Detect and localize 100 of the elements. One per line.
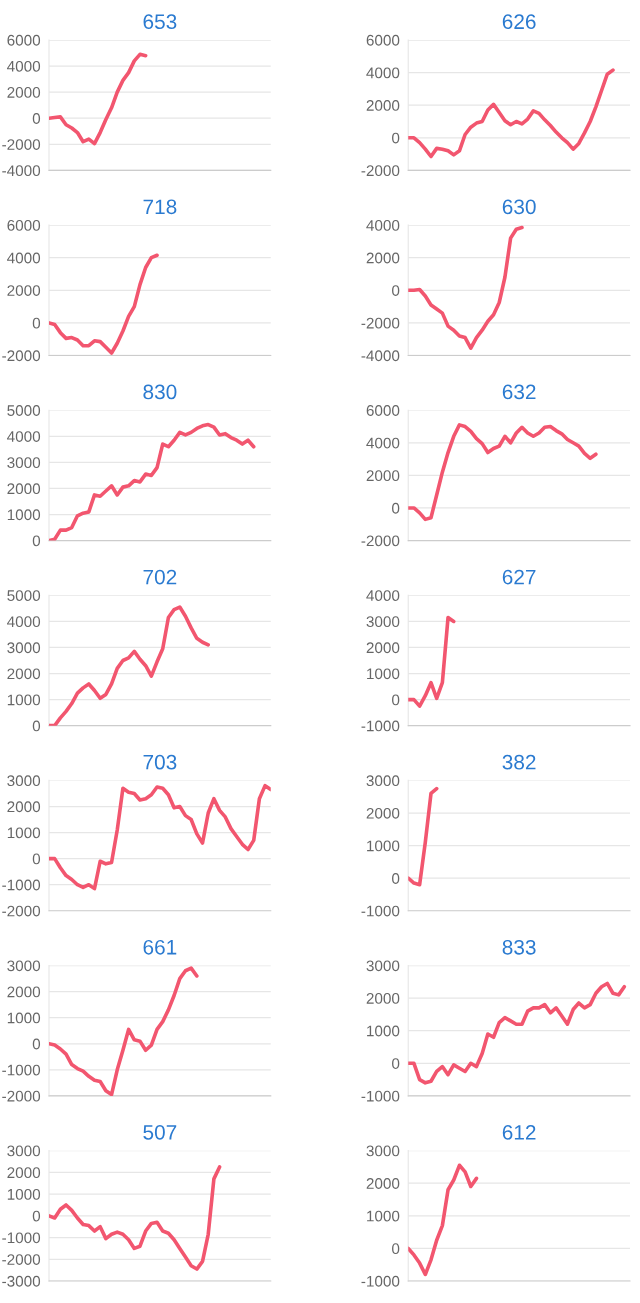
y-tick-label: -3000 (2, 1275, 41, 1287)
chart-title: 702 (143, 569, 177, 585)
y-tick-label: 4000 (7, 60, 41, 72)
y-tick-label: 2000 (7, 668, 41, 680)
y-tick-label: 0 (392, 132, 400, 144)
y-tick-label: 3000 (366, 1145, 400, 1157)
y-tick-label: 6000 (7, 34, 41, 46)
y-tick-label: 6000 (366, 34, 400, 46)
chart-title: 661 (143, 939, 177, 955)
y-tick-label: 1000 (7, 1188, 41, 1200)
y-tick-label: 2000 (7, 285, 41, 296)
y-tick-label: 3000 (366, 960, 400, 972)
chart-title: 382 (502, 754, 536, 770)
y-tick-label: 1000 (367, 840, 400, 852)
chart-title: 612 (502, 1124, 536, 1140)
chart-title: 718 (143, 199, 177, 215)
y-tick-label: 2000 (366, 807, 400, 819)
chart-title: 627 (502, 569, 536, 585)
line-series (408, 225, 524, 350)
y-tick-label: -1000 (361, 905, 400, 917)
chart-title: 830 (143, 384, 177, 400)
y-tick-label: 0 (392, 1243, 400, 1255)
chart-title: 507 (143, 1124, 177, 1140)
y-tick-label: 4000 (7, 252, 41, 264)
chart-title: 626 (502, 14, 536, 30)
y-tick-label: 4000 (7, 616, 41, 628)
y-tick-label: 4000 (7, 431, 41, 442)
y-tick-label: 2000 (7, 87, 41, 98)
chart-title: 632 (502, 384, 536, 400)
y-tick-label: 3000 (7, 1145, 41, 1157)
y-tick-label: 4000 (366, 590, 400, 602)
y-tick-label: 2000 (7, 801, 41, 813)
y-tick-label: 2000 (366, 992, 400, 1004)
y-tick-label: 3000 (7, 642, 41, 654)
y-tick-label: 0 (32, 1210, 41, 1222)
line-series (49, 52, 148, 146)
y-tick-label: 5000 (7, 405, 41, 416)
y-tick-label: 0 (32, 113, 41, 124)
y-tick-label: 0 (32, 1038, 41, 1050)
line-series (408, 615, 456, 708)
y-tick-label: 2000 (366, 642, 400, 654)
y-tick-label: 3000 (366, 775, 400, 787)
y-tick-label: 3000 (7, 960, 41, 972)
line-series (49, 605, 211, 726)
y-tick-label: 1000 (367, 1210, 400, 1222)
y-tick-label: 5000 (7, 590, 41, 602)
chart-title: 703 (143, 754, 177, 770)
line-series (408, 68, 615, 159)
y-tick-label: 2000 (7, 1167, 41, 1179)
chart-title: 653 (143, 14, 177, 30)
y-tick-label: -1000 (2, 1064, 41, 1076)
chart-title: 630 (502, 199, 536, 215)
y-tick-label: 1000 (7, 1012, 41, 1024)
y-tick-label: -1000 (2, 879, 41, 891)
y-tick-label: 2000 (366, 100, 400, 111)
line-series (408, 423, 598, 522)
y-tick-label: 2000 (7, 483, 41, 495)
y-tick-label: 2000 (366, 470, 400, 482)
y-tick-label: 3000 (366, 616, 400, 628)
y-tick-label: 1000 (7, 694, 41, 706)
y-tick-label: -4000 (361, 350, 400, 362)
y-tick-label: 6000 (7, 219, 41, 231)
y-tick-label: 2000 (366, 252, 400, 264)
y-tick-label: -2000 (361, 165, 400, 177)
y-tick-label: 4000 (366, 219, 400, 231)
line-series (49, 1165, 222, 1271)
y-tick-label: -2000 (2, 1254, 41, 1265)
y-tick-label: -2000 (2, 1090, 41, 1102)
line-series (408, 786, 439, 887)
y-tick-label: 1000 (367, 1025, 400, 1037)
y-tick-label: 0 (392, 1058, 400, 1069)
y-tick-label: 0 (32, 853, 41, 865)
y-tick-label: -4000 (2, 165, 41, 177)
y-tick-label: -1000 (361, 720, 400, 732)
y-tick-label: 0 (392, 694, 400, 706)
y-tick-label: -2000 (361, 317, 400, 329)
y-tick-label: 0 (392, 285, 400, 296)
y-tick-label: 2000 (366, 1178, 400, 1189)
y-tick-label: 0 (392, 873, 400, 884)
y-tick-label: -2000 (2, 905, 41, 917)
line-series (408, 1163, 479, 1277)
y-tick-label: 1000 (7, 509, 41, 521)
y-tick-label: 3000 (7, 457, 41, 469)
y-tick-label: 4000 (366, 437, 400, 449)
y-tick-label: -2000 (2, 350, 41, 362)
line-series (408, 981, 627, 1085)
y-tick-label: 0 (32, 535, 41, 547)
y-tick-label: 0 (392, 502, 400, 514)
y-tick-label: 2000 (7, 986, 41, 998)
y-tick-label: -2000 (2, 139, 41, 150)
line-series (49, 422, 256, 541)
y-tick-label: 0 (32, 317, 41, 329)
y-tick-label: 1000 (367, 668, 400, 680)
y-tick-label: 0 (32, 720, 41, 732)
y-tick-label: 4000 (366, 67, 400, 79)
y-tick-label: -1000 (361, 1275, 400, 1287)
y-tick-label: -2000 (361, 535, 400, 547)
y-tick-label: -1000 (361, 1090, 400, 1102)
y-tick-label: 6000 (366, 405, 400, 416)
y-tick-label: 1000 (7, 827, 41, 839)
